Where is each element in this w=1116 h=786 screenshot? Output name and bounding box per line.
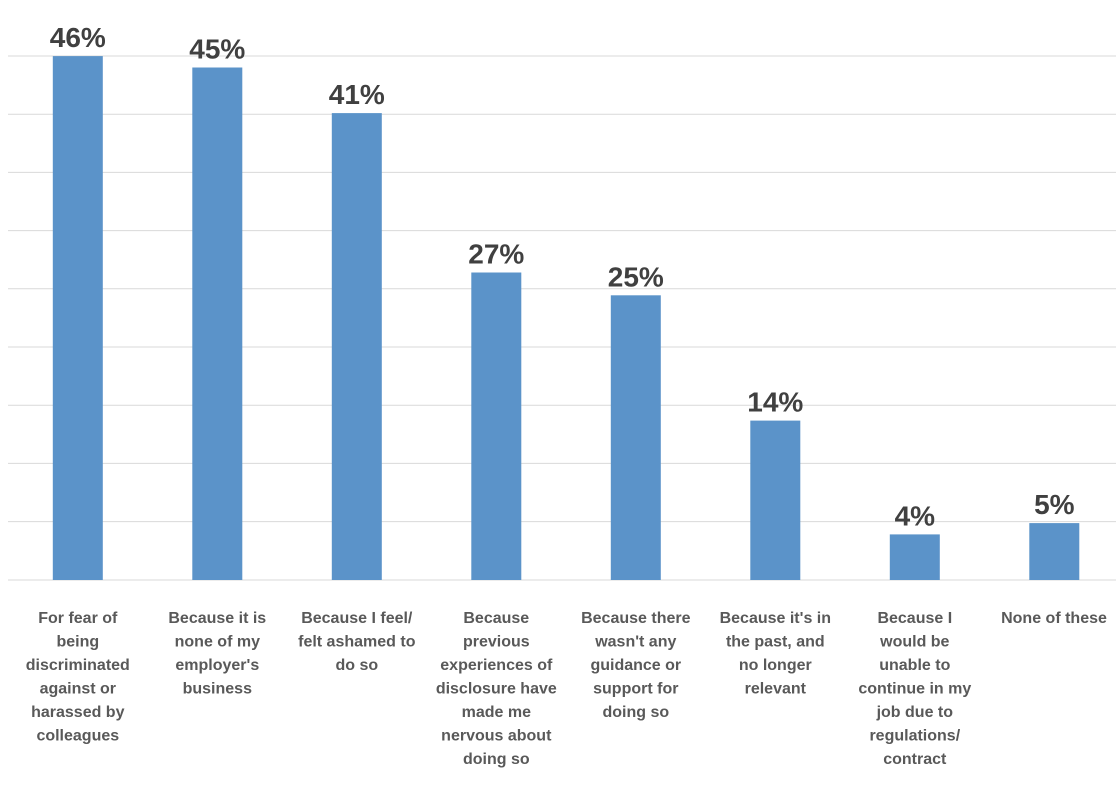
- category-label-line: doing so: [463, 751, 530, 768]
- category-label-line: job due to: [876, 704, 954, 721]
- category-label-line: employer's: [175, 657, 259, 674]
- category-labels: For fear of being discriminated against or h…: [26, 610, 1107, 768]
- data-label: 46%: [50, 22, 106, 53]
- value-labels: 46% 45% 41% 27% 25% 14% 4% 5%: [50, 22, 1075, 531]
- category-label-line: the past, and: [726, 634, 825, 651]
- category-label-line: None of these: [1001, 610, 1107, 627]
- category-label-line: continue in my: [858, 681, 971, 698]
- category-label-line: guidance or: [590, 657, 681, 674]
- category-label-line: relevant: [745, 681, 807, 698]
- category-label-line: support for: [593, 681, 678, 698]
- category-label-line: doing so: [602, 704, 669, 721]
- category-label: Because it is none of my employer's busines…: [168, 610, 266, 698]
- category-label-line: business: [183, 681, 252, 698]
- category-label-line: nervous about: [441, 728, 552, 745]
- bar: [1029, 523, 1080, 580]
- category-label-line: Because I feel/: [301, 610, 413, 627]
- category-label-line: experiences of: [440, 657, 553, 674]
- category-label-line: would be: [879, 634, 949, 651]
- category-label: Because I would be unable to continue in my…: [858, 610, 971, 768]
- bar: [331, 113, 382, 580]
- category-label-line: contract: [883, 751, 947, 768]
- gridlines: [8, 55, 1116, 581]
- category-label: Because I feel/felt ashamed to do so: [298, 610, 416, 674]
- bar: [471, 272, 522, 580]
- category-label-line: Because there: [581, 610, 690, 627]
- bar: [750, 420, 801, 580]
- category-label-line: do so: [335, 657, 378, 674]
- category-label: Because it's in the past, and no longer rel…: [720, 610, 831, 698]
- category-label: Because there wasn't any guidance or suppor…: [581, 610, 690, 721]
- category-label-line: unable to: [879, 657, 950, 674]
- category-label-line: harassed by: [31, 704, 124, 721]
- data-label: 14%: [747, 387, 803, 418]
- data-label: 4%: [895, 500, 936, 531]
- category-label-line: wasn't any: [594, 634, 676, 651]
- category-label-line: made me: [462, 704, 531, 721]
- data-label: 25%: [608, 261, 664, 292]
- category-label-line: disclosure have: [436, 681, 557, 698]
- bar: [889, 534, 940, 580]
- bar: [52, 56, 103, 581]
- bar: [192, 67, 243, 580]
- category-label-line: no longer: [739, 657, 812, 674]
- category-label-line: discriminated: [26, 657, 130, 674]
- data-label: 45%: [189, 34, 245, 65]
- category-label-line: against or: [40, 681, 116, 698]
- category-label-line: regulations/: [869, 728, 960, 745]
- category-label-line: being: [56, 634, 99, 651]
- category-label-line: Because it is: [168, 610, 266, 627]
- category-label-line: For fear of: [38, 610, 118, 627]
- bars: [52, 56, 1080, 581]
- category-label: For fear of being discriminated against or h…: [26, 610, 130, 745]
- category-label-line: Because it's in: [720, 610, 831, 627]
- category-label-line: previous: [463, 634, 530, 651]
- category-label-line: Because: [463, 610, 529, 627]
- category-label-line: colleagues: [36, 728, 119, 745]
- data-label: 41%: [329, 79, 385, 110]
- bar: [610, 295, 661, 580]
- category-label-line: Because I: [877, 610, 952, 627]
- category-label-line: none of my: [175, 634, 260, 651]
- category-label-line: felt ashamed to: [298, 634, 416, 651]
- data-label: 5%: [1034, 489, 1075, 520]
- category-label: None of these: [1001, 610, 1107, 627]
- category-label: Because previous experiences of disclosure …: [436, 610, 557, 768]
- data-label: 27%: [468, 239, 524, 270]
